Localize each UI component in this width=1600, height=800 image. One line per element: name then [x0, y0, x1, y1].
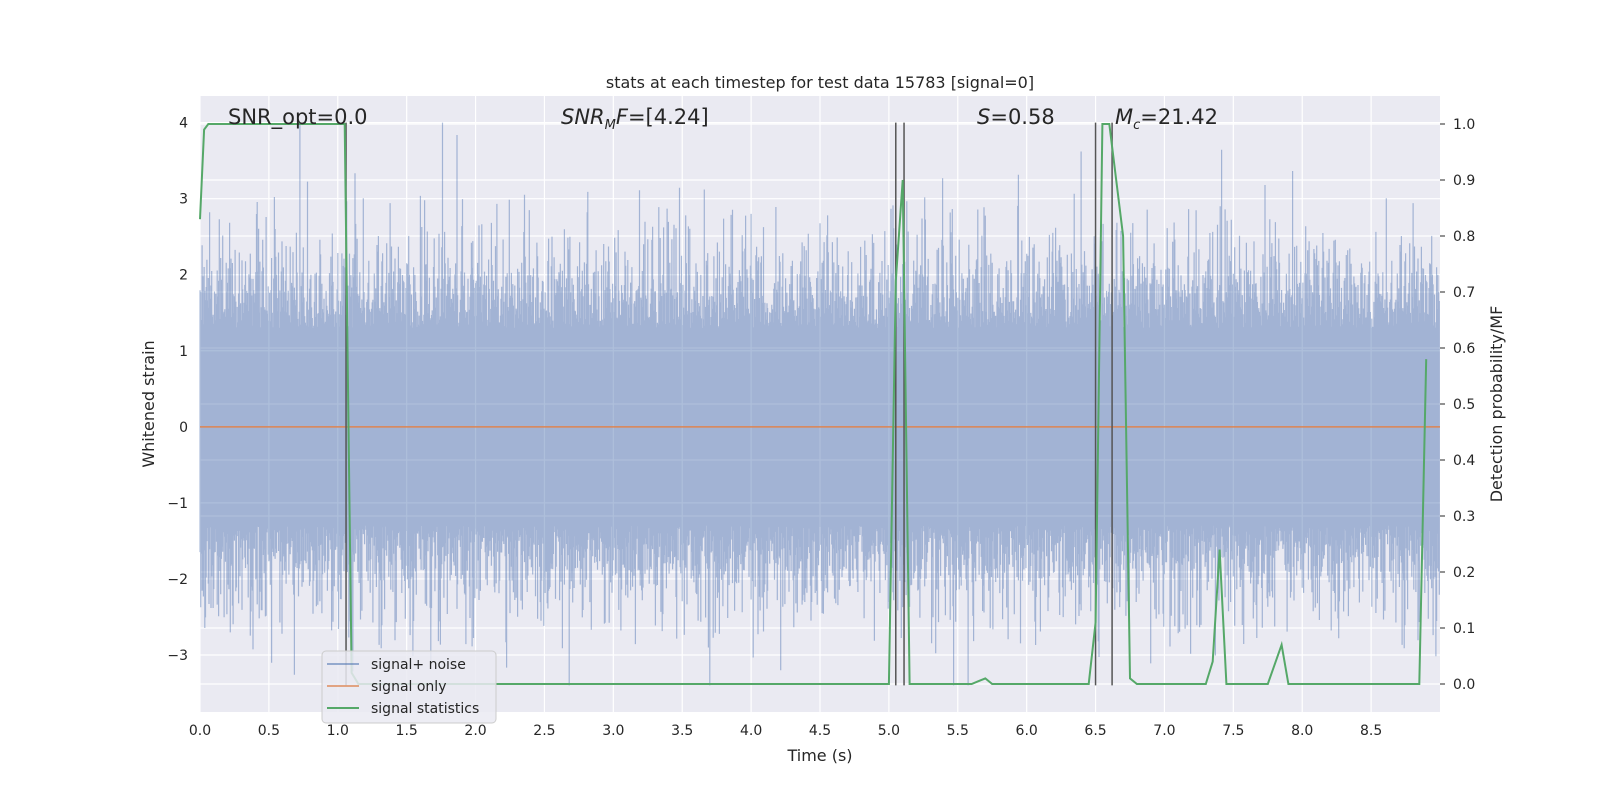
- x-tick-label: 7.5: [1222, 723, 1244, 739]
- y-left-tick-label: −1: [167, 496, 188, 512]
- y-left-axis-ticks: −3 −2 −1 0 1 2 3 4: [167, 116, 188, 664]
- x-tick-label: 0.0: [189, 723, 211, 739]
- x-tick-label: 8.0: [1291, 723, 1313, 739]
- x-tick-label: 7.0: [1153, 723, 1175, 739]
- y-right-tick-label: 0.0: [1453, 677, 1475, 693]
- legend-label-signal: signal only: [371, 679, 446, 695]
- y-left-tick-label: 4: [179, 116, 188, 132]
- annotation-snr-mf: SNRMF=[4.24]: [561, 105, 709, 133]
- x-tick-label: 4.5: [809, 723, 831, 739]
- y-left-tick-label: 0: [179, 420, 188, 436]
- x-tick-label: 2.0: [464, 723, 486, 739]
- y-left-tick-label: 3: [179, 192, 188, 208]
- x-tick-label: 1.0: [327, 723, 349, 739]
- x-tick-label: 8.5: [1360, 723, 1382, 739]
- y-right-tick-label: 0.1: [1453, 621, 1475, 637]
- y-left-tick-label: −3: [167, 648, 188, 664]
- y-right-tick-label: 1.0: [1453, 117, 1475, 133]
- chart-title: stats at each timestep for test data 157…: [606, 73, 1034, 92]
- x-tick-label: 2.5: [533, 723, 555, 739]
- annotation-s: S=0.58: [977, 105, 1055, 129]
- noise-trace: [199, 122, 1440, 686]
- x-tick-label: 0.5: [258, 723, 280, 739]
- x-axis-label: Time (s): [786, 746, 852, 765]
- y-right-axis-label: Detection probability/MF: [1487, 306, 1506, 503]
- y-left-tick-label: 2: [179, 268, 188, 284]
- series-signal-plus-noise: [199, 122, 1440, 686]
- y-right-tick-label: 0.9: [1453, 173, 1475, 189]
- y-right-tick-label: 0.5: [1453, 397, 1475, 413]
- y-right-axis-ticks: 0.0 0.1 0.2 0.3 0.4 0.5 0.6 0.7 0.8 0.9 1.0: [1440, 117, 1475, 693]
- annotation-mc: Mc=21.42: [1115, 105, 1218, 133]
- y-left-tick-label: 1: [179, 344, 188, 360]
- y-right-tick-label: 0.2: [1453, 565, 1475, 581]
- x-axis-ticks: 0.0 0.5 1.0 1.5 2.0 2.5 3.0 3.5 4.0 4.5 5.0 5.5 6.0 6…: [189, 723, 1382, 739]
- x-tick-label: 3.0: [602, 723, 624, 739]
- y-right-tick-label: 0.7: [1453, 285, 1475, 301]
- legend: signal+ noise signal only signal statist…: [321, 650, 497, 724]
- x-tick-label: 6.5: [1084, 723, 1106, 739]
- x-tick-label: 3.5: [671, 723, 693, 739]
- y-right-tick-label: 0.4: [1453, 453, 1475, 469]
- x-tick-label: 5.5: [947, 723, 969, 739]
- legend-label-stats: signal statistics: [371, 701, 479, 717]
- annotation-snr-opt: SNR_opt=0.0: [228, 105, 368, 130]
- legend-label-noise: signal+ noise: [371, 657, 466, 673]
- x-tick-label: 6.0: [1016, 723, 1038, 739]
- x-tick-label: 5.0: [878, 723, 900, 739]
- y-right-tick-label: 0.6: [1453, 341, 1475, 357]
- legend-box: [321, 650, 497, 724]
- x-tick-label: 4.0: [740, 723, 762, 739]
- y-left-axis-label: Whitened strain: [139, 340, 158, 467]
- y-right-tick-label: 0.8: [1453, 229, 1475, 245]
- y-left-tick-label: −2: [167, 572, 188, 588]
- y-right-tick-label: 0.3: [1453, 509, 1475, 525]
- x-tick-label: 1.5: [396, 723, 418, 739]
